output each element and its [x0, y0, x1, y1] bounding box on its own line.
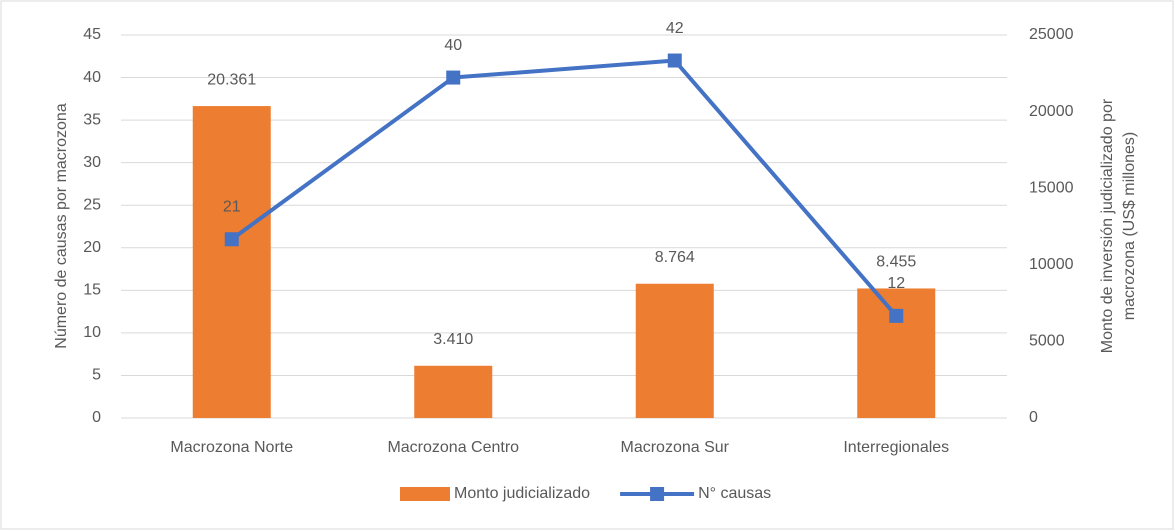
- bar: [414, 365, 493, 418]
- data-label: 40: [444, 37, 462, 54]
- x-tick-label: Interregionales: [843, 439, 949, 456]
- y2-tick-label: 10000: [1029, 256, 1074, 273]
- y2-tick-label: 0: [1029, 409, 1038, 426]
- y-tick-label: 20: [83, 239, 101, 256]
- y2-tick-label: 25000: [1029, 26, 1074, 43]
- x-tick-label: Macrozona Sur: [621, 439, 730, 456]
- x-tick-label: Macrozona Norte: [170, 439, 293, 456]
- marker: [446, 70, 461, 85]
- marker: [667, 53, 682, 68]
- y2-axis-title: Monto de inversión judicializado por: [1099, 98, 1116, 353]
- legend-swatch: [400, 487, 450, 501]
- y-tick-label: 0: [92, 409, 101, 426]
- legend-label: N° causas: [698, 485, 771, 502]
- data-label: 12: [887, 275, 905, 292]
- y2-axis-title: macrozona (US$ millones): [1121, 132, 1138, 321]
- y-tick-label: 10: [83, 324, 101, 341]
- bar: [192, 106, 271, 418]
- y-tick-label: 40: [83, 69, 101, 86]
- y-tick-label: 25: [83, 196, 101, 213]
- marker: [889, 308, 904, 323]
- data-label: 8.764: [655, 249, 695, 266]
- x-tick-label: Macrozona Centro: [387, 439, 519, 456]
- y-axis-title: Número de causas por macrozona: [53, 103, 70, 349]
- y2-tick-label: 20000: [1029, 103, 1074, 120]
- data-label: 8.455: [876, 254, 916, 271]
- y2-tick-label: 15000: [1029, 179, 1074, 196]
- y-tick-label: 15: [83, 282, 101, 299]
- y2-tick-label: 5000: [1029, 333, 1065, 350]
- y-tick-label: 30: [83, 154, 101, 171]
- legend-swatch: [650, 487, 665, 501]
- data-label: 20.361: [207, 71, 256, 88]
- legend-label: Monto judicializado: [454, 485, 590, 502]
- data-label: 21: [223, 198, 241, 215]
- data-label: 3.410: [433, 331, 473, 348]
- y-tick-label: 35: [83, 111, 101, 128]
- bar: [857, 288, 936, 418]
- y-tick-label: 5: [92, 367, 101, 384]
- data-label: 42: [666, 20, 684, 37]
- line: [230, 58, 898, 318]
- bar: [635, 283, 714, 418]
- y-tick-label: 45: [83, 26, 101, 43]
- marker: [224, 232, 239, 247]
